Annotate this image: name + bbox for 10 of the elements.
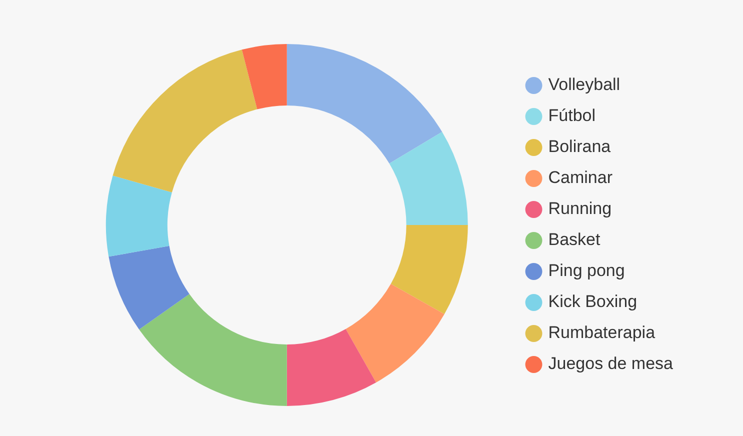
- legend-label: Fútbol: [548, 106, 596, 126]
- legend-label: Juegos de mesa: [548, 354, 674, 374]
- legend-label: Caminar: [548, 168, 613, 188]
- legend-label: Volleyball: [548, 75, 620, 94]
- legend-label: Bolirana: [548, 137, 612, 156]
- legend-label: Basket: [548, 230, 601, 250]
- legend-label: Running: [548, 199, 612, 218]
- legend-label: Rumbaterapia: [548, 323, 656, 342]
- legend-label: Ping pong: [548, 261, 625, 280]
- legend-label: Kick Boxing: [548, 292, 638, 312]
